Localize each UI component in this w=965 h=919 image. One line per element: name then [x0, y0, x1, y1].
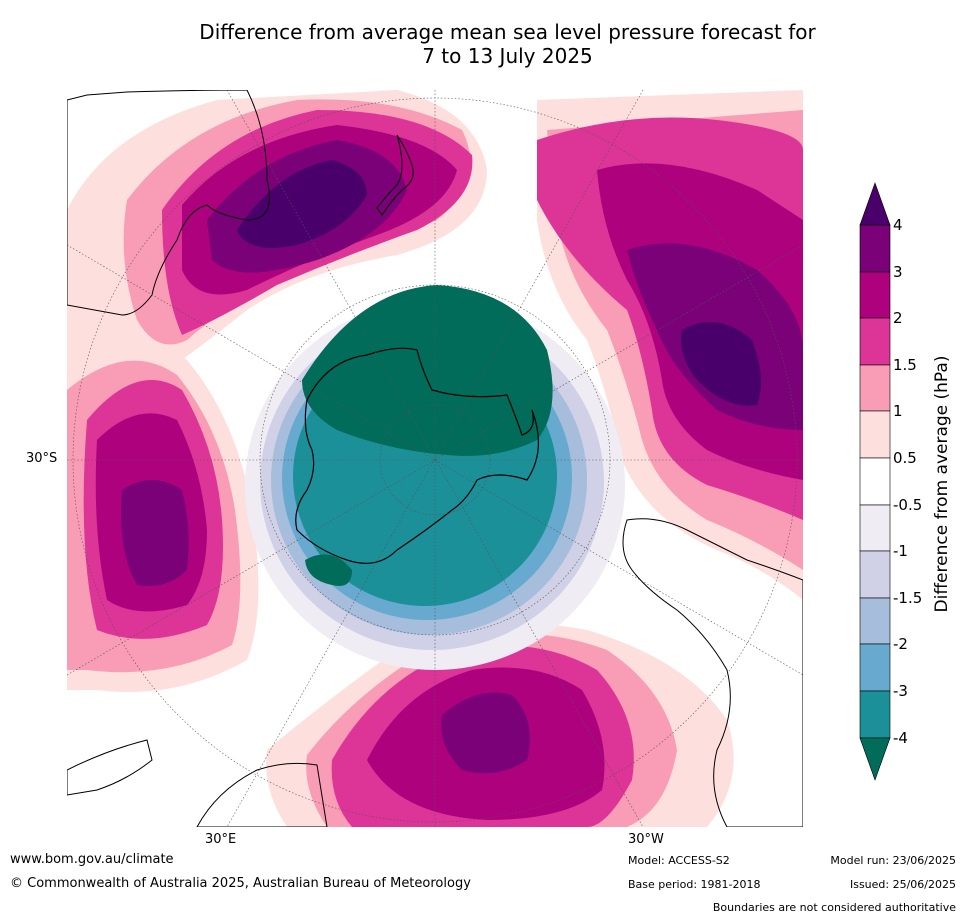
colorbar-swatch [859, 271, 891, 319]
footer-website: www.bom.gov.au/climate [10, 852, 174, 867]
footer-base-period: Base period: 1981-2018 [628, 878, 761, 891]
lon-label-30e: 30°E [205, 832, 237, 847]
map-title: Difference from average mean sea level p… [0, 20, 965, 68]
colorbar-swatch [859, 457, 891, 506]
colorbar-swatch [859, 690, 891, 739]
colorbar-swatch [859, 550, 891, 599]
colorbar-tick-label: -3 [893, 682, 908, 700]
colorbar-swatch [859, 317, 891, 366]
africa-coastline [67, 739, 328, 827]
footer-issued: Issued: 25/06/2025 [849, 878, 956, 891]
new-zealand-coastline [376, 134, 414, 216]
anomaly-high-indian-ocean [67, 344, 259, 692]
antarctica-coastline [295, 347, 540, 564]
pressure-anomaly-map [67, 90, 803, 827]
title-line-2: 7 to 13 July 2025 [422, 44, 593, 68]
footer-copyright: © Commonwealth of Australia 2025, Austra… [10, 876, 471, 891]
colorbar-swatch [859, 224, 891, 273]
anomaly-low-antarctica [245, 285, 625, 670]
lat-label-30s: 30°S [26, 451, 58, 466]
anomaly-high-southeast-pacific [537, 90, 803, 600]
title-line-1: Difference from average mean sea level p… [199, 20, 816, 44]
colorbar-tick-label: 3 [893, 263, 903, 281]
footer-disclaimer: Boundaries are not considered authoritat… [712, 901, 956, 914]
graticule [67, 90, 803, 827]
colorbar-tick-label: 1.5 [893, 356, 917, 374]
colorbar-tick-label: 0.5 [893, 449, 917, 467]
colorbar-swatch [859, 410, 891, 459]
colorbar-tick-label: -4 [893, 729, 908, 747]
lon-label-30w: 30°W [628, 832, 664, 847]
anomaly-high-tasman [67, 90, 487, 410]
colorbar-tick-label: 1 [893, 402, 903, 420]
colorbar-legend: 4 3 2 1.5 1 0.5 -0.5 -1 -1.5 -2 -3 -4 [859, 182, 922, 781]
colorbar-tick-label: 2 [893, 309, 903, 327]
colorbar-tick-label: -1 [893, 542, 908, 560]
colorbar-title: Difference from average (hPa) [932, 355, 952, 613]
colorbar-tick-label: -1.5 [893, 589, 922, 607]
colorbar-tick-label: -2 [893, 635, 908, 653]
footer-model-run: Model run: 23/06/2025 [830, 854, 956, 867]
colorbar-arrow-top [859, 182, 891, 226]
colorbar-arrow-bottom [859, 737, 891, 781]
colorbar-swatch [859, 364, 891, 412]
south-america-coastline [622, 518, 803, 827]
colorbar-tick-label: 4 [893, 216, 903, 234]
colorbar-swatch [859, 597, 891, 645]
footer-model: Model: ACCESS-S2 [628, 854, 730, 867]
colorbar-swatch [859, 504, 891, 552]
anomaly-high-south-atlantic [266, 623, 734, 827]
colorbar-swatch [859, 643, 891, 692]
colorbar-tick-label: -0.5 [893, 496, 922, 514]
australia-coastline [67, 90, 270, 316]
